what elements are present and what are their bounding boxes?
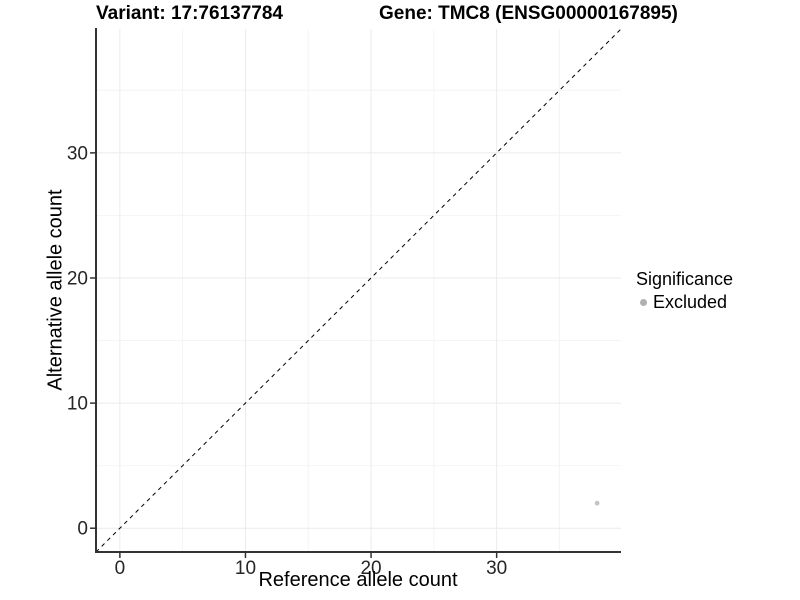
legend-title: Significance bbox=[636, 269, 734, 289]
legend-item-label: Excluded bbox=[653, 292, 728, 312]
y-tick-label: 10 bbox=[67, 394, 88, 415]
plot-title-variant: Variant: 17:76137784 bbox=[96, 3, 283, 24]
identity-line bbox=[95, 28, 622, 553]
x-tick-label: 20 bbox=[360, 558, 381, 579]
legend-item-excluded: Excluded bbox=[636, 292, 733, 312]
legend-point-icon bbox=[640, 298, 647, 306]
y-tick-label: 20 bbox=[67, 268, 88, 289]
x-axis-title: Reference allele count bbox=[258, 569, 458, 591]
x-tick-label: 30 bbox=[486, 558, 507, 579]
y-axis-title: Alternative allele count bbox=[44, 189, 67, 391]
y-tick-label: 0 bbox=[77, 519, 88, 540]
plot-title-gene: Gene: TMC8 (ENSG00000167895) bbox=[379, 3, 678, 24]
legend: Significance Excluded bbox=[636, 269, 733, 312]
y-tick-label: 30 bbox=[67, 143, 88, 164]
x-tick-label: 10 bbox=[235, 558, 256, 579]
data-point bbox=[594, 500, 600, 506]
x-tick-label: 0 bbox=[115, 558, 126, 579]
